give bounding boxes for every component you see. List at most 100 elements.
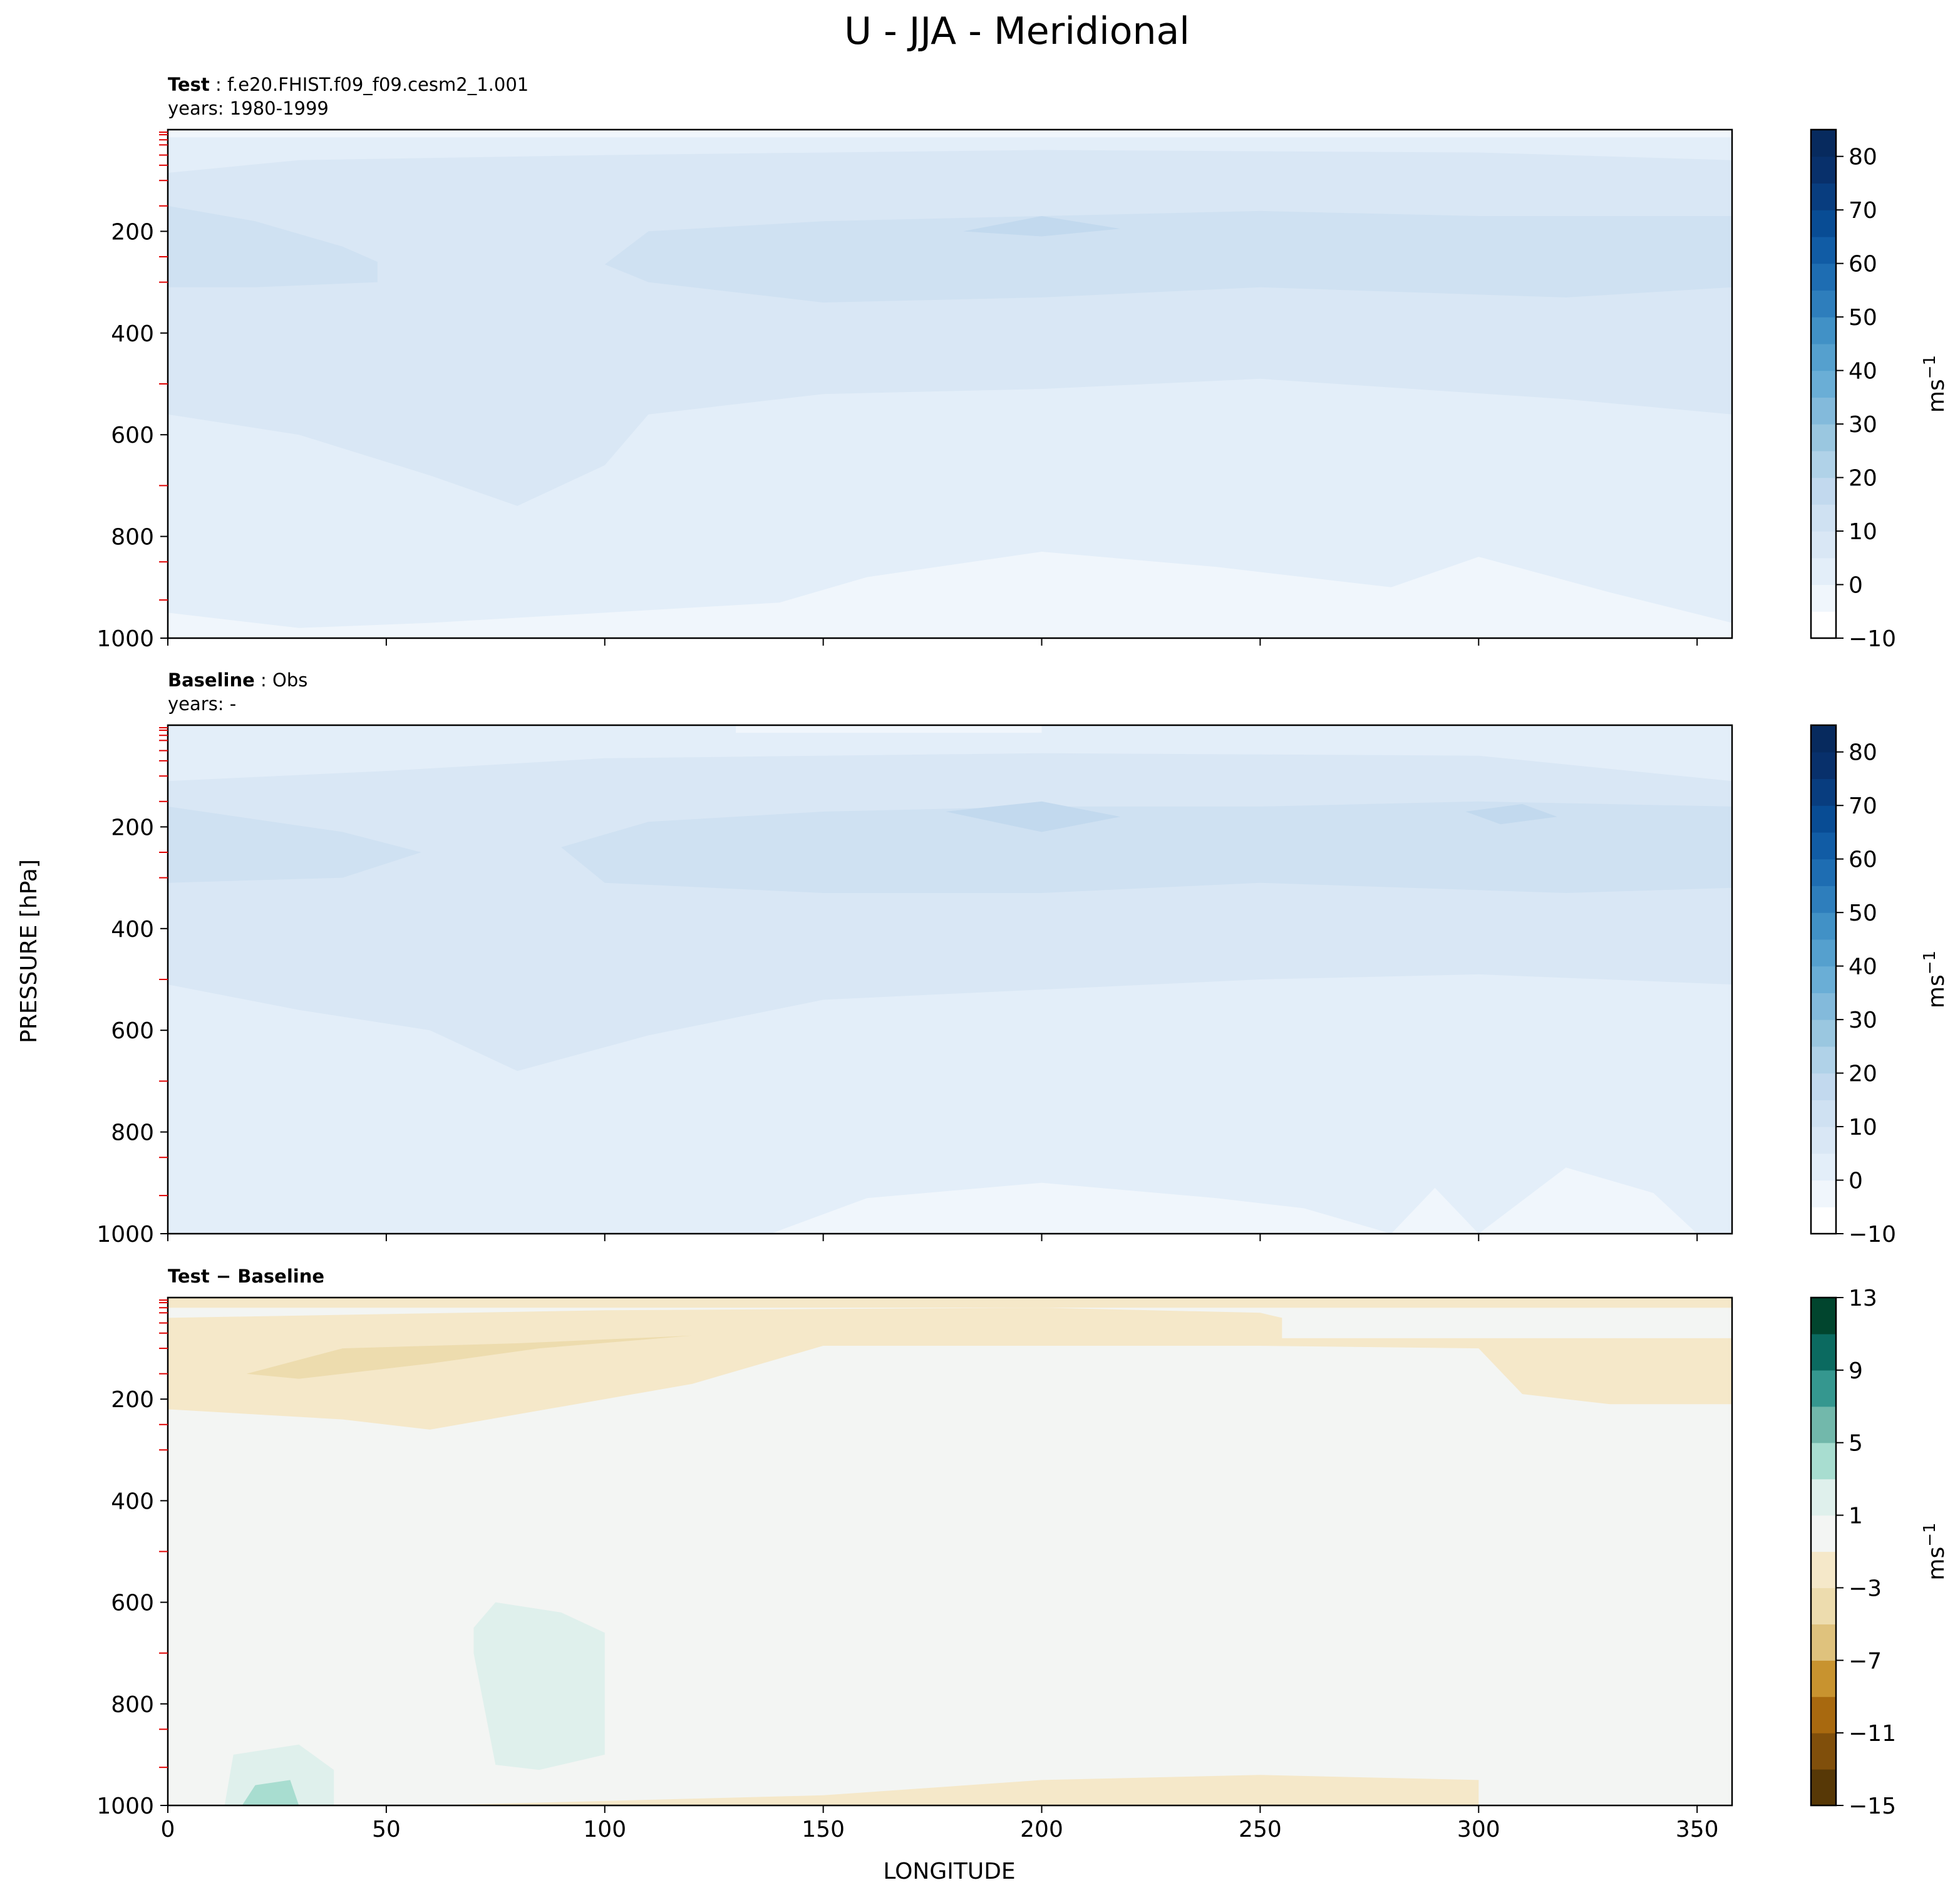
colorbar-segment — [1811, 1073, 1836, 1100]
colorbar-tick-label: 5 — [1849, 1431, 1863, 1457]
x-tick-label: 100 — [583, 1817, 626, 1842]
colorbar-segment — [1811, 1588, 1836, 1624]
colorbar-segment — [1811, 557, 1836, 586]
contour-region-6 — [430, 1775, 1479, 1805]
contour-region-2 — [168, 1298, 1732, 1308]
colorbar-tick-label: −15 — [1849, 1794, 1896, 1819]
colorbar: −15 −11 −7 −3 1 5 9 13 ms−1 — [1810, 1286, 1949, 1819]
colorbar-segment — [1811, 805, 1836, 833]
colorbar-label-exponent: −1 — [1921, 1522, 1939, 1546]
colorbar-segment — [1811, 751, 1836, 780]
colorbar-segment — [1811, 210, 1836, 237]
y-tick-label: 1000 — [96, 626, 154, 652]
colorbar-tick-label: 70 — [1849, 793, 1877, 819]
colorbar-segment — [1811, 1370, 1836, 1407]
y-tick-label: 800 — [111, 1692, 154, 1718]
y-tick-label: 1000 — [96, 1794, 154, 1819]
colorbar-segment — [1811, 611, 1836, 639]
colorbar-tick-label: 60 — [1849, 847, 1877, 873]
colorbar-tick-label: 60 — [1849, 252, 1877, 277]
y-tick-label: 200 — [111, 815, 154, 840]
contour-region-4 — [1465, 803, 1557, 825]
contour-region-4 — [224, 1744, 334, 1805]
colorbar-segment — [1811, 183, 1836, 210]
contour-region-3 — [473, 1602, 605, 1770]
panels: Test : f.e20.FHIST.f09_f09.cesm2_1.001ye… — [96, 74, 1949, 1842]
panel-title-bold: Test — [168, 74, 210, 95]
colorbar-segment — [1811, 859, 1836, 887]
y-tick-label: 800 — [111, 1120, 154, 1146]
contour-regions — [168, 1298, 1732, 1805]
y-tick-label: 600 — [111, 1018, 154, 1044]
colorbar-label-exponent: −1 — [1921, 951, 1939, 974]
panel-title: Test − Baseline — [168, 1266, 324, 1287]
colorbar-segment — [1811, 1046, 1836, 1074]
colorbar-segment — [1811, 1624, 1836, 1661]
panel-title-rest: : f.e20.FHIST.f09_f09.cesm2_1.001 — [210, 74, 529, 95]
panel-title-bold: Baseline — [168, 669, 255, 691]
colorbar-segment — [1811, 1333, 1836, 1371]
colorbar-segment — [1811, 424, 1836, 452]
colorbar-tick-label: 30 — [1849, 412, 1877, 438]
contour-region-5 — [770, 1167, 1698, 1234]
colorbar-segment — [1811, 1442, 1836, 1480]
colorbar-segment — [1811, 1515, 1836, 1552]
colorbar-segment — [1811, 832, 1836, 860]
y-tick-label: 200 — [111, 1387, 154, 1413]
contour-region-4 — [168, 552, 1732, 638]
colorbar-tick-label: 1 — [1849, 1504, 1863, 1529]
colorbar-tick-label: −11 — [1849, 1721, 1896, 1747]
colorbar-segment — [1811, 290, 1836, 318]
y-tick-label: 600 — [111, 1591, 154, 1616]
colorbar-tick-label: 10 — [1849, 1115, 1877, 1140]
colorbar-label: ms−1 — [1921, 1522, 1949, 1580]
colorbar-label-exponent: −1 — [1921, 355, 1939, 379]
colorbar-tick-label: 80 — [1849, 740, 1877, 766]
contour-region-6 — [736, 725, 1042, 733]
colorbar-label: ms−1 — [1921, 951, 1949, 1008]
colorbar-tick-label: 10 — [1849, 519, 1877, 545]
colorbar-segment — [1811, 584, 1836, 612]
figure-title: U - JJA - Meridional — [844, 9, 1190, 53]
y-tick-label: 400 — [111, 917, 154, 942]
contour-regions — [168, 725, 1732, 1234]
contour-regions — [168, 130, 1732, 638]
contour-region-5 — [242, 1780, 299, 1805]
y-axis-label: PRESSURE [hPa] — [16, 859, 42, 1043]
panel-years: years: - — [168, 693, 236, 715]
contour-region-0 — [168, 1308, 1732, 1430]
colorbar-label: ms−1 — [1921, 355, 1949, 413]
contour-region-5 — [168, 130, 1732, 138]
colorbar-segment — [1811, 1207, 1836, 1234]
colorbar-tick-label: −10 — [1849, 1222, 1896, 1247]
colorbar-tick-label: 30 — [1849, 1008, 1877, 1033]
panel-title-bold: Test − Baseline — [168, 1266, 324, 1287]
x-axis-label: LONGITUDE — [883, 1859, 1015, 1884]
colorbar-segment — [1811, 1551, 1836, 1589]
colorbar-tick-label: 9 — [1849, 1358, 1863, 1384]
y-tick-label: 400 — [111, 1489, 154, 1514]
colorbar-tick-label: 13 — [1849, 1286, 1877, 1311]
colorbar-segment — [1811, 236, 1836, 264]
colorbar-segment — [1811, 966, 1836, 993]
colorbar-tick-label: 20 — [1849, 1061, 1877, 1087]
colorbar-label-unit: ms — [1924, 1547, 1949, 1581]
y-tick-label: 400 — [111, 321, 154, 347]
colorbar-label-unit: ms — [1924, 974, 1949, 1008]
colorbar-tick-label: 80 — [1849, 145, 1877, 170]
x-tick-label: 50 — [372, 1817, 401, 1842]
colorbar-tick-label: 20 — [1849, 466, 1877, 492]
colorbar-segment — [1811, 912, 1836, 940]
panel-title: Test : f.e20.FHIST.f09_f09.cesm2_1.001 — [168, 74, 529, 95]
colorbar-segment — [1811, 504, 1836, 532]
colorbar-segment — [1811, 939, 1836, 967]
colorbar: −10 0 10 20 30 40 50 60 70 80 ms−1 — [1810, 128, 1949, 652]
colorbar-segment — [1811, 1298, 1836, 1335]
colorbar-segment — [1811, 885, 1836, 913]
colorbar-frame — [1810, 128, 1837, 639]
colorbar-segment — [1811, 477, 1836, 505]
contour-region-1 — [168, 205, 378, 287]
contour-region-2 — [604, 210, 1732, 303]
